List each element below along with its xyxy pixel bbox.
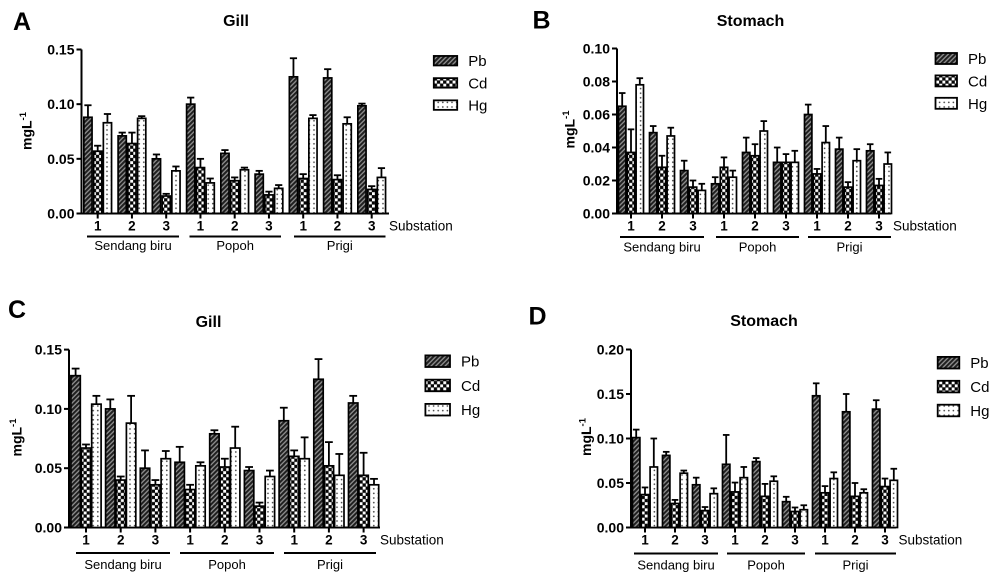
svg-text:1: 1 (82, 533, 90, 548)
svg-text:3: 3 (368, 219, 376, 234)
svg-text:Popoh: Popoh (739, 240, 777, 255)
svg-text:2: 2 (231, 219, 239, 234)
svg-text:3: 3 (881, 533, 889, 548)
svg-text:3: 3 (360, 533, 368, 548)
svg-text:Cd: Cd (968, 73, 987, 90)
svg-text:0.05: 0.05 (35, 460, 62, 476)
svg-text:2: 2 (671, 533, 679, 548)
svg-text:mgL-1: mgL-1 (8, 418, 25, 457)
svg-text:Popoh: Popoh (216, 238, 254, 253)
svg-text:2: 2 (334, 219, 342, 234)
svg-text:1: 1 (641, 533, 649, 548)
svg-text:Pb: Pb (468, 53, 486, 70)
svg-text:Pb: Pb (968, 51, 986, 68)
svg-text:mgL-1: mgL-1 (578, 417, 595, 456)
svg-text:Gill: Gill (196, 314, 222, 331)
svg-text:1: 1 (813, 219, 821, 234)
svg-text:0.04: 0.04 (583, 140, 610, 156)
svg-text:Sendang biru: Sendang biru (637, 558, 714, 573)
svg-text:2: 2 (658, 219, 666, 234)
svg-text:0.10: 0.10 (583, 41, 610, 57)
svg-text:Pb: Pb (970, 355, 988, 372)
svg-text:Prigi: Prigi (836, 240, 862, 255)
svg-text:Prigi: Prigi (317, 557, 343, 572)
svg-text:2: 2 (751, 219, 759, 234)
svg-text:1: 1 (186, 533, 194, 548)
svg-text:3: 3 (265, 219, 273, 234)
svg-text:3: 3 (875, 219, 883, 234)
svg-text:1: 1 (197, 219, 205, 234)
svg-text:1: 1 (731, 533, 739, 548)
svg-text:0.10: 0.10 (35, 401, 62, 417)
svg-text:mgL-1: mgL-1 (561, 110, 578, 149)
svg-text:Popoh: Popoh (747, 558, 785, 573)
svg-text:Cd: Cd (970, 379, 989, 396)
svg-text:0.10: 0.10 (597, 431, 624, 447)
svg-text:3: 3 (782, 219, 790, 234)
svg-text:3: 3 (701, 533, 709, 548)
svg-text:Stomach: Stomach (730, 313, 798, 330)
svg-text:0.02: 0.02 (583, 173, 610, 189)
svg-text:3: 3 (256, 533, 264, 548)
svg-text:Substation: Substation (389, 219, 453, 234)
svg-text:2: 2 (844, 219, 852, 234)
svg-text:Prigi: Prigi (327, 238, 353, 253)
svg-text:Cd: Cd (468, 75, 487, 92)
svg-text:2: 2 (221, 533, 229, 548)
svg-text:3: 3 (152, 533, 160, 548)
svg-text:1: 1 (821, 533, 829, 548)
svg-text:0.15: 0.15 (35, 342, 62, 358)
svg-text:0.08: 0.08 (583, 74, 610, 90)
svg-text:A: A (13, 8, 31, 36)
svg-text:3: 3 (689, 219, 697, 234)
svg-text:Pb: Pb (461, 354, 479, 371)
svg-text:1: 1 (290, 533, 298, 548)
svg-text:1: 1 (627, 219, 635, 234)
svg-text:Sendang biru: Sendang biru (623, 240, 700, 255)
svg-text:Hg: Hg (468, 98, 487, 115)
svg-text:2: 2 (117, 533, 125, 548)
svg-text:1: 1 (720, 219, 728, 234)
svg-text:Hg: Hg (461, 402, 480, 419)
svg-text:2: 2 (128, 219, 136, 234)
svg-text:0.06: 0.06 (583, 107, 610, 123)
svg-text:0.05: 0.05 (47, 151, 74, 167)
svg-text:Gill: Gill (223, 13, 249, 30)
svg-text:3: 3 (791, 533, 799, 548)
svg-text:Substation: Substation (380, 533, 444, 548)
svg-text:Substation: Substation (893, 219, 957, 234)
svg-text:Stomach: Stomach (717, 13, 785, 30)
svg-text:C: C (8, 296, 26, 324)
svg-text:Cd: Cd (461, 378, 480, 395)
svg-text:Hg: Hg (968, 96, 987, 113)
svg-text:1: 1 (299, 219, 307, 234)
svg-text:Prigi: Prigi (842, 558, 868, 573)
svg-text:Sendang biru: Sendang biru (94, 238, 171, 253)
svg-text:0.00: 0.00 (35, 520, 62, 536)
svg-text:Hg: Hg (970, 403, 989, 420)
svg-text:0.15: 0.15 (597, 386, 624, 402)
svg-text:0.00: 0.00 (597, 520, 624, 536)
svg-text:1: 1 (94, 219, 102, 234)
svg-text:mgL-1: mgL-1 (18, 111, 35, 150)
svg-text:Substation: Substation (899, 533, 963, 548)
svg-text:0.00: 0.00 (583, 206, 610, 222)
svg-text:2: 2 (761, 533, 769, 548)
svg-text:0.05: 0.05 (597, 475, 624, 491)
svg-text:2: 2 (325, 533, 333, 548)
svg-text:2: 2 (851, 533, 859, 548)
svg-text:3: 3 (162, 219, 170, 234)
svg-text:0.10: 0.10 (47, 96, 74, 112)
svg-text:B: B (533, 7, 551, 35)
svg-text:0.20: 0.20 (597, 342, 624, 358)
svg-text:0.15: 0.15 (47, 42, 74, 58)
svg-text:0.00: 0.00 (47, 206, 74, 222)
svg-text:D: D (529, 303, 547, 331)
svg-text:Popoh: Popoh (208, 557, 246, 572)
svg-text:Sendang biru: Sendang biru (84, 557, 161, 572)
